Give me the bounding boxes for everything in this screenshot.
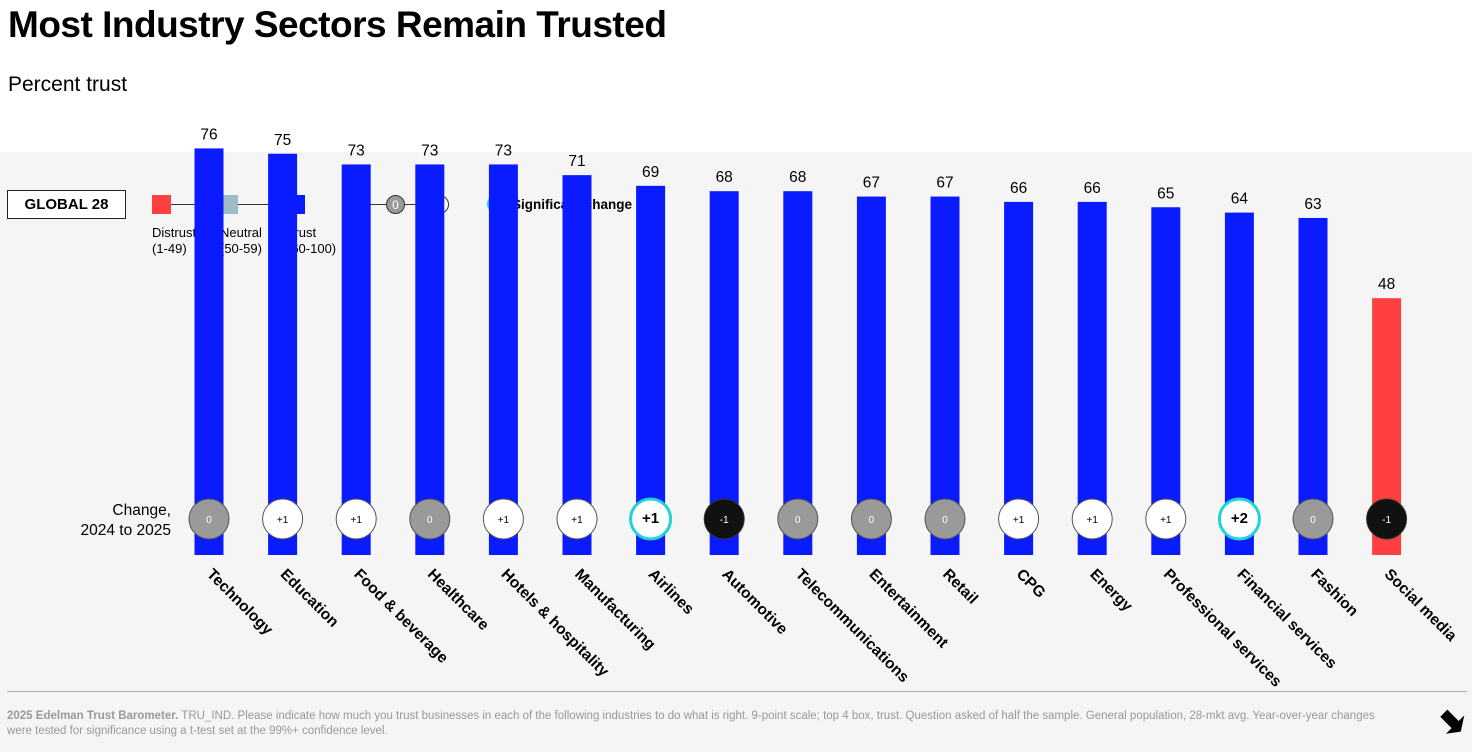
change-circle: [1071, 498, 1113, 540]
bar: [268, 153, 298, 555]
change-label: +1: [1013, 515, 1025, 526]
category-label: Professional services: [1160, 566, 1285, 691]
chart-subtitle: Percent trust: [8, 73, 128, 96]
bar: [488, 164, 518, 555]
category-label: Retail: [939, 566, 981, 608]
change-circle: [409, 498, 451, 540]
value-label: 75: [274, 132, 291, 149]
change-label: 0: [1310, 515, 1316, 526]
footer-divider: [7, 691, 1467, 692]
legend-distrust-label: Distrust (1-49): [152, 225, 197, 256]
change-circle: [482, 498, 524, 540]
change-circle: [1217, 497, 1261, 541]
change-label: +1: [498, 515, 510, 526]
value-label: 66: [1010, 180, 1027, 197]
value-label: 67: [863, 175, 880, 192]
value-label: 48: [1378, 276, 1395, 293]
change-label: +1: [642, 510, 659, 527]
change-label: +1: [571, 515, 583, 526]
value-label: 66: [1084, 180, 1101, 197]
category-label: Airlines: [645, 566, 697, 618]
change-label: 0: [206, 515, 212, 526]
change-row-label: Change, 2024 to 2025: [80, 502, 171, 539]
category-label: Technology: [203, 566, 276, 639]
bar: [341, 164, 371, 555]
value-label: 68: [789, 169, 806, 186]
bar: [709, 191, 739, 555]
bar: [856, 196, 886, 556]
change-circle: [998, 498, 1040, 540]
value-label: 64: [1231, 191, 1249, 208]
change-circle: [850, 498, 892, 540]
change-label: +1: [1086, 515, 1098, 526]
category-label: Automotive: [718, 566, 791, 639]
value-label: 69: [642, 164, 659, 181]
change-circle: [924, 498, 966, 540]
value-label: 63: [1304, 196, 1321, 213]
value-label: 71: [568, 153, 585, 170]
value-label: 73: [421, 142, 438, 159]
change-label: +2: [1231, 510, 1248, 527]
change-label: 0: [427, 515, 433, 526]
change-label: 0: [942, 515, 948, 526]
legend-neutral-swatch: [219, 195, 238, 214]
category-label: Energy: [1086, 566, 1135, 615]
arrow-down-right-icon[interactable]: [1438, 706, 1468, 736]
change-circle: [556, 498, 598, 540]
change-label: +1: [1160, 515, 1172, 526]
change-circle: [262, 498, 304, 540]
change-circle: [777, 498, 819, 540]
category-label: Social media: [1381, 566, 1460, 645]
value-label: 68: [716, 169, 733, 186]
value-label: 73: [348, 142, 365, 159]
change-circle: [1366, 498, 1408, 540]
change-circle: [335, 498, 377, 540]
change-circle: [1292, 498, 1334, 540]
change-circle: [1145, 498, 1187, 540]
change-label: 0: [869, 515, 875, 526]
change-label: +1: [277, 515, 289, 526]
global-28-badge: GLOBAL 28: [7, 190, 126, 219]
change-zero-icon: 0: [386, 195, 405, 214]
change-label: +1: [350, 515, 362, 526]
bar: [562, 175, 592, 555]
bar: [1151, 207, 1181, 555]
bar: [415, 164, 445, 555]
change-label: -1: [720, 515, 729, 526]
bar: [636, 185, 666, 555]
change-circle: [188, 498, 230, 540]
category-label: Fashion: [1307, 566, 1361, 620]
bar: [930, 196, 960, 556]
category-label: CPG: [1013, 566, 1049, 602]
change-circle: [703, 498, 745, 540]
bar: [194, 148, 224, 555]
legend-neutral-label: Neutral (50-59): [220, 225, 262, 256]
value-label: 67: [936, 175, 953, 192]
change-label: -1: [1382, 515, 1391, 526]
bar: [1077, 201, 1107, 555]
bar: [1004, 201, 1034, 555]
footnote: 2025 Edelman Trust Barometer. TRU_IND. P…: [7, 710, 1375, 737]
category-label: Healthcare: [424, 566, 492, 634]
change-circle: [629, 497, 673, 541]
bar: [783, 191, 813, 555]
category-label: Education: [277, 566, 342, 631]
value-label: 76: [200, 126, 217, 143]
value-label: 65: [1157, 185, 1174, 202]
page-title: Most Industry Sectors Remain Trusted: [8, 4, 667, 45]
value-label: 73: [495, 142, 512, 159]
legend-distrust-swatch: [152, 195, 171, 214]
change-label: 0: [795, 515, 801, 526]
category-label: Entertainment: [866, 566, 952, 652]
